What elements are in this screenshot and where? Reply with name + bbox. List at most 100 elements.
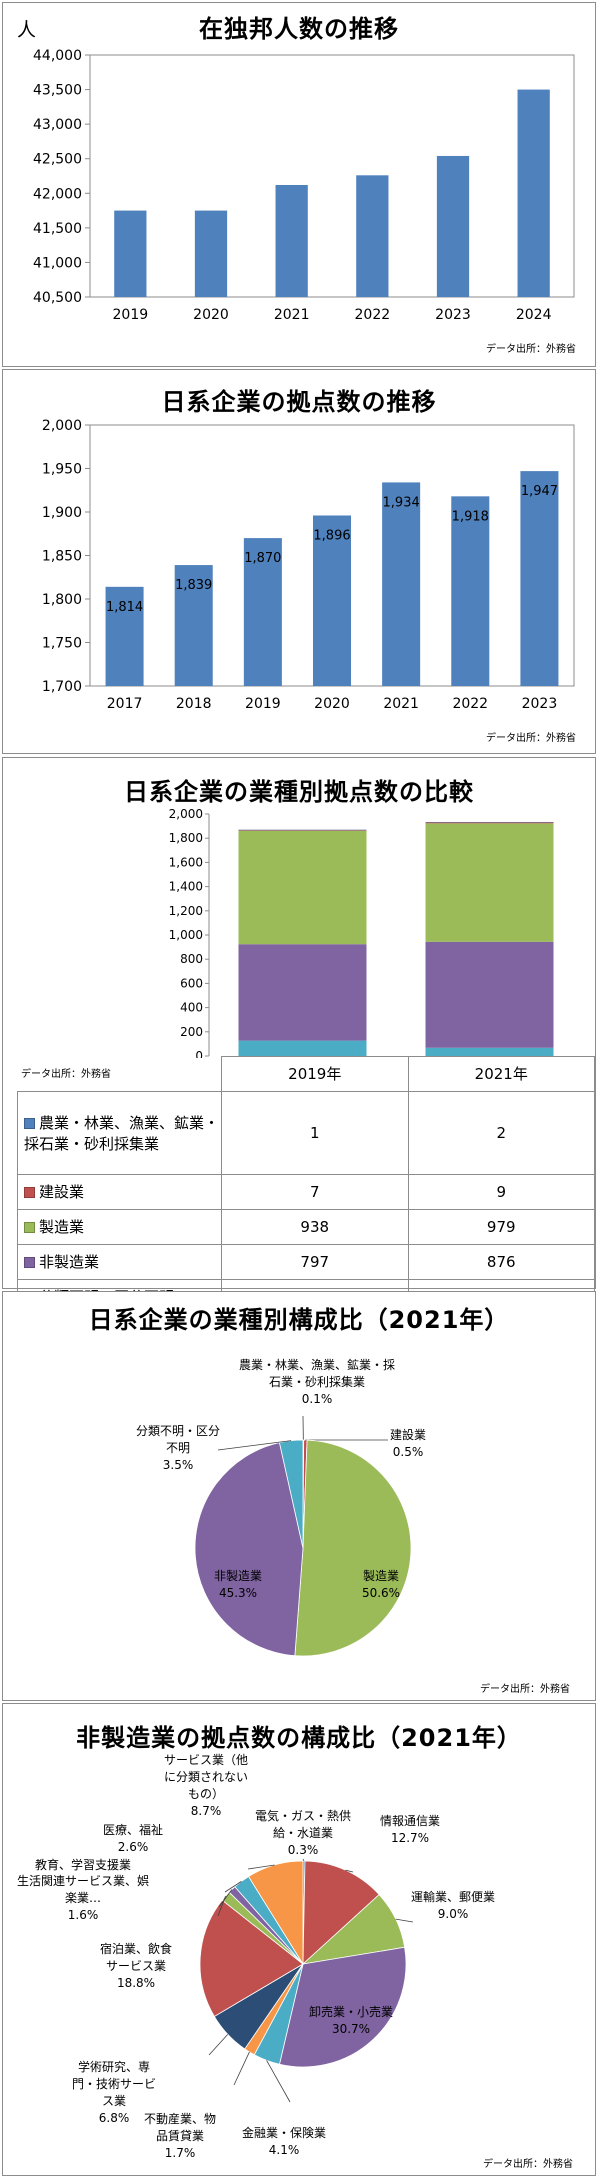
legend-cell: 農業・林業、漁業、鉱業・採石業・砂利採集業 — [17, 1090, 222, 1175]
data-label: 1,934 — [383, 495, 420, 510]
source-note: データ出所：外務省 — [21, 1069, 111, 1080]
stacked-bar-segment — [238, 944, 367, 1041]
y-tick-label: 600 — [180, 976, 203, 990]
source-note: データ出所：外務省 — [486, 342, 576, 355]
slice-label: 非製造業 45.3% — [214, 1569, 262, 1600]
leader-line — [247, 1864, 275, 1870]
slice-label: 生活関連サービス業、娯楽業… 1.6% — [17, 1874, 149, 1922]
x-tick-label: 2019 — [113, 307, 149, 323]
table-row: 建設業 7 9 — [17, 1173, 595, 1210]
data-label: 1,814 — [106, 600, 143, 615]
bar — [520, 471, 559, 686]
slice-label: 情報通信業 12.7% — [380, 1814, 440, 1845]
x-tick-label: 2021 — [274, 307, 310, 323]
chart-panel-companies: 日系企業の拠点数の推移 1,700 1,750 1,800 1,850 1,900 1,9… — [2, 369, 596, 754]
legend-cell: 非製造業 — [17, 1243, 222, 1280]
y-tick-label: 40,500 — [33, 290, 82, 306]
stacked-bar-segment — [425, 823, 554, 942]
y-tick-label: 2,000 — [169, 807, 203, 821]
y-tick-label: 200 — [180, 1025, 203, 1039]
residents-bar-chart: 人 40,500 41,000 41,500 42,000 42,500 43,000 43,… — [17, 19, 576, 355]
legend-label: 農業・林業、漁業、鉱業・採石業・砂利採集業 — [24, 1113, 220, 1153]
table-row: 非製造業 797 876 — [17, 1243, 595, 1280]
x-tick-label: 2023 — [435, 307, 471, 323]
legend-cell: 建設業 — [17, 1173, 222, 1210]
slice-label: 製造業 50.6% — [362, 1569, 400, 1600]
chart-panel-industry-compare: 日系企業の業種別拠点数の比較 0 200 400 600 800 1,000 1,200 1,… — [2, 757, 596, 1315]
slice-label: 教育、学習支援業 — [35, 1857, 131, 1872]
y-tick-label: 1,600 — [169, 855, 203, 869]
stacked-bar-segment — [238, 1040, 367, 1056]
stacked-bar-segment — [238, 830, 367, 945]
leader-line — [217, 1440, 292, 1451]
table-row: 製造業 938 979 — [17, 1208, 595, 1245]
slice-label: 卸売業・小売業 30.7% — [309, 2004, 393, 2036]
x-tick-label: 2022 — [355, 307, 391, 323]
slice-label: 不動産業、物品賃貸業 1.7% — [144, 2111, 216, 2160]
y-tick-label: 1,850 — [42, 549, 82, 565]
y-tick-label: 1,800 — [42, 592, 82, 608]
table-corner — [18, 1057, 222, 1092]
legend-label: 建設業 — [39, 1183, 85, 1201]
source-note: データ出所：外務省 — [486, 731, 576, 744]
chart-panel-residents: 在独邦人数の推移 人 40,500 41,000 41,500 42,000 42,500… — [2, 2, 596, 367]
table-cell: 938 — [221, 1208, 409, 1245]
source-note: データ出所：外務省 — [480, 1682, 570, 1695]
slice-label: 金融業・保険業 4.1% — [242, 2125, 326, 2157]
leader-line — [208, 2034, 229, 2056]
legend-swatch — [24, 1187, 35, 1198]
slice-label: 農業・林業、漁業、鉱業・採石業・砂利採集業 0.1% — [239, 1357, 395, 1406]
table-cell: 876 — [407, 1243, 595, 1280]
slice-label: 学術研究、専門・技術サービス業 6.8% — [72, 2059, 156, 2125]
x-tick-label: 2023 — [522, 696, 558, 712]
y-tick-label: 1,750 — [42, 636, 82, 652]
table-cell: 797 — [221, 1243, 409, 1280]
y-tick-label: 1,700 — [42, 679, 82, 695]
y-tick-label: 43,000 — [33, 117, 82, 133]
industry-stacked-chart: 0 200 400 600 800 1,000 1,200 1,400 1,600 1,800 2,… — [169, 807, 554, 1058]
y-tick-label: 2,000 — [42, 418, 82, 434]
bar — [356, 175, 389, 297]
bar — [382, 482, 421, 686]
y-tick-label: 43,500 — [33, 83, 82, 99]
slice-label: 電気・ガス・熱供給・水道業 0.3% — [255, 1808, 351, 1857]
stacked-bar-segment — [425, 1047, 554, 1056]
pie-slice — [278, 1439, 304, 1549]
data-label: 1,839 — [175, 578, 212, 593]
x-tick-label: 2022 — [452, 696, 488, 712]
x-tick-label: 2020 — [314, 696, 350, 712]
leader-line — [345, 1869, 354, 1873]
data-label: 1,947 — [521, 484, 558, 499]
y-tick-label: 1,200 — [169, 904, 203, 918]
table-col-header: 2019年 — [221, 1056, 409, 1092]
companies-bar-chart: 1,700 1,750 1,800 1,850 1,900 1,950 2,000 2017 1… — [42, 418, 576, 744]
y-tick-label: 42,500 — [33, 152, 82, 168]
y-tick-label: 1,400 — [169, 880, 203, 894]
bar — [436, 155, 470, 297]
chart-panel-industry-pie: 日系企業の業種別構成比（2021年） 農業・林業、漁業、鉱業・採石業・砂利採集業… — [2, 1291, 596, 1701]
bar — [451, 496, 490, 686]
data-label: 1,918 — [452, 509, 489, 524]
stacked-bar-segment — [425, 821, 554, 823]
y-tick-label: 41,000 — [33, 255, 82, 271]
bar — [517, 89, 550, 297]
source-note: データ出所：外務省 — [483, 2157, 573, 2170]
y-tick-label: 1,800 — [169, 831, 203, 845]
industry-pie-chart: 農業・林業、漁業、鉱業・採石業・砂利採集業 0.1% 建設業 0.5% 製造業 50.6%… — [136, 1357, 570, 1695]
x-tick-label: 2020 — [193, 307, 229, 323]
y-tick-label: 0 — [195, 1049, 203, 1058]
table-cell: 9 — [407, 1173, 595, 1210]
legend-label: 製造業 — [39, 1218, 85, 1236]
table-cell: 2 — [407, 1090, 595, 1175]
y-tick-label: 42,000 — [33, 186, 82, 202]
data-label: 1,870 — [244, 551, 281, 566]
plot-area — [89, 54, 575, 298]
pie-slice — [294, 1439, 412, 1657]
x-tick-label: 2019 — [245, 696, 281, 712]
stacked-bar-segment — [238, 829, 367, 831]
legend-swatch — [24, 1222, 35, 1233]
table-cell: 7 — [221, 1173, 409, 1210]
table-cell: 979 — [407, 1208, 595, 1245]
y-tick-label: 400 — [180, 1001, 203, 1015]
leader-line — [302, 1858, 305, 1862]
